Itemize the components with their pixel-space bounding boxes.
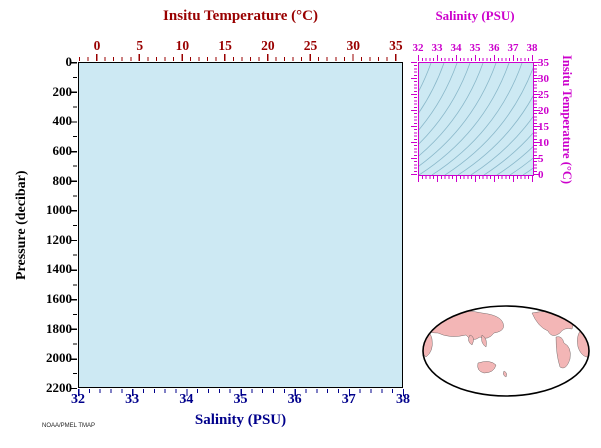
ts-right-tickmarks [534,62,540,175]
main-left-axis-title: Pressure (decibar) [14,170,29,280]
ts-bottom-tickmarks [418,176,533,182]
world-map [420,303,592,399]
ts-top-tickmarks [418,55,533,61]
main-bottom-axis-title: Salinity (PSU) [194,412,287,428]
main-bottom-axis-ticklabels: 32 33 34 35 36 37 38 [71,392,410,407]
ts-top-axis-ticklabels: 32 33 34 35 36 37 38 [412,42,538,54]
ts-right-axis-title: Insitu Temperature (°C) [560,55,574,185]
main-top-axis-tickmarks [78,54,403,61]
main-left-axis-ticklabels: 0 200 400 600 800 1000 1200 1400 1600 1800 2000 220… [46,54,72,395]
density-contours [419,63,533,175]
fine-print: NOAA/PMEL TMAP [42,423,96,429]
main-bottom-axis-tickmarks [78,389,404,396]
main-plot-area [78,62,403,388]
main-top-axis-title: Insitu Temperature (°C) [163,8,318,24]
world-map-image [422,305,590,397]
ts-plot-area [418,62,534,176]
ts-right-axis-ticklabels: 35 30 25 20 15 10 5 0 [538,57,549,181]
ts-left-tickmarks [411,62,417,175]
ts-top-axis-title: Salinity (PSU) [435,8,515,23]
main-left-axis-tickmarks [70,62,77,389]
main-top-axis-ticklabels: 0 5 10 15 20 25 30 35 [93,38,403,53]
